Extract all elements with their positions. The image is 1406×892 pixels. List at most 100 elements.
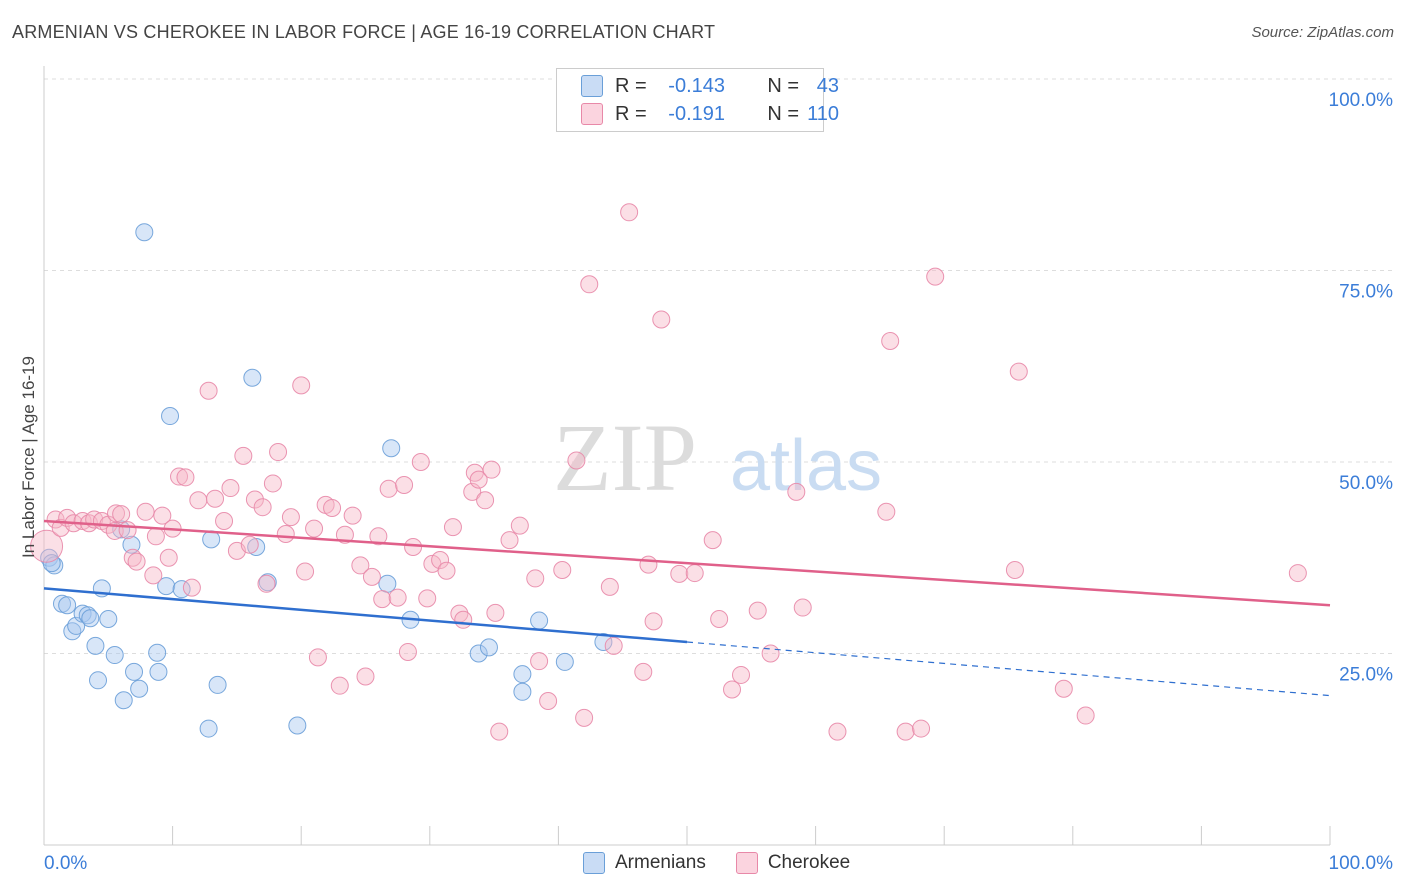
point-cherokee [215,511,234,530]
point-armenians [530,611,549,630]
point-cherokee [469,470,488,489]
point-cherokee [896,722,915,741]
point-cherokee [437,561,456,580]
n-value: 110 [807,102,839,125]
point-cherokee [199,381,218,400]
point-cherokee [482,460,501,479]
legend-swatch-cherokee [735,852,758,874]
point-cherokee [398,642,417,661]
n-value: 43 [816,74,839,97]
points-layer [30,203,1307,741]
point-cherokee [652,310,671,329]
point-cherokee [748,601,767,620]
point-cherokee [787,482,806,501]
point-cherokee [263,474,282,493]
point-cherokee [685,564,704,583]
point-cherokee [539,691,558,710]
point-cherokee [580,275,599,294]
point-cherokee [388,588,407,607]
point-armenians [479,638,498,657]
point-cherokee [710,610,729,629]
point-cherokee [553,561,572,580]
point-cherokee [296,562,315,581]
axis-layer [43,66,1331,846]
watermark-zip: ZIP [553,404,697,511]
point-cherokee [30,529,64,563]
point-cherokee [793,598,812,617]
point-armenians [243,368,262,387]
x-tick-label-min: 0.0% [44,853,87,874]
point-cherokee [118,521,137,540]
point-cherokee [323,498,342,517]
stats-row-cherokee: R = -0.191 N = 110 [581,101,839,127]
point-cherokee [356,667,375,686]
swatch-cherokee [581,103,603,125]
r-value: -0.143 [668,74,725,97]
point-armenians [199,719,218,738]
point-cherokee [292,376,311,395]
labels-layer: 25.0% 50.0% 75.0% 100.0% 0.0% 100.0% In Labor … [19,90,1393,874]
point-armenians [161,407,180,426]
point-cherokee [510,516,529,535]
point-cherokee [127,552,146,571]
point-cherokee [761,644,780,663]
legend-label-cherokee: Cherokee [767,852,851,873]
point-cherokee [1005,561,1024,580]
trendline-projection-armenians [686,641,1331,697]
point-armenians [81,609,100,628]
point-cherokee [46,510,65,529]
point-cherokee [490,722,509,741]
point-armenians [513,665,532,684]
point-cherokee [411,453,430,471]
stats-row-armenians: R = -0.143 N = 43 [581,73,839,99]
chart-title: ARMENIAN VS CHEROKEE IN LABOR FORCE | AG… [12,22,716,42]
point-cherokee [418,589,437,608]
point-cherokee [146,527,165,546]
x-tick-label-max: 100.0% [1329,853,1394,874]
grid-layer [44,78,1392,654]
point-armenians [78,606,97,625]
point-cherokee [234,446,253,465]
point-cherokee [308,648,327,667]
point-armenians [288,716,307,735]
point-cherokee [159,548,178,567]
point-cherokee [373,590,392,609]
point-cherokee [732,665,751,684]
point-cherokee [189,491,208,510]
n-label: N = [767,102,799,125]
point-cherokee [182,578,201,597]
point-cherokee [639,555,658,574]
point-cherokee [240,535,259,554]
point-cherokee [257,574,276,593]
y-tick-label: 25.0% [1339,665,1393,686]
point-cherokee [431,551,450,570]
point-armenians [469,644,488,663]
r-value: -0.191 [668,102,725,125]
point-cherokee [530,652,549,671]
point-armenians [86,636,105,655]
point-cherokee [486,603,505,622]
stats-legend: R = -0.143 N = 43 R = -0.191 N = 110 [556,68,839,132]
point-armenians [45,556,64,575]
point-cherokee [221,479,240,498]
legend-item-cherokee[interactable]: Cherokee [735,852,851,874]
y-tick-label: 100.0% [1329,90,1394,111]
point-cherokee [404,538,423,557]
point-cherokee [253,498,272,517]
point-cherokee [644,612,663,631]
point-cherokee [604,636,623,655]
point-cherokee [343,506,362,525]
point-cherokee [1076,706,1095,725]
legend-item-armenians[interactable]: Armenians [583,852,706,874]
point-cherokee [276,525,295,544]
point-cherokee [395,475,414,494]
point-cherokee [926,267,945,286]
point-armenians [555,652,574,671]
point-cherokee [170,467,189,486]
point-cherokee [567,451,586,470]
point-cherokee [330,676,349,695]
point-cherokee [476,491,495,510]
point-armenians [135,223,154,242]
point-cherokee [107,504,126,523]
